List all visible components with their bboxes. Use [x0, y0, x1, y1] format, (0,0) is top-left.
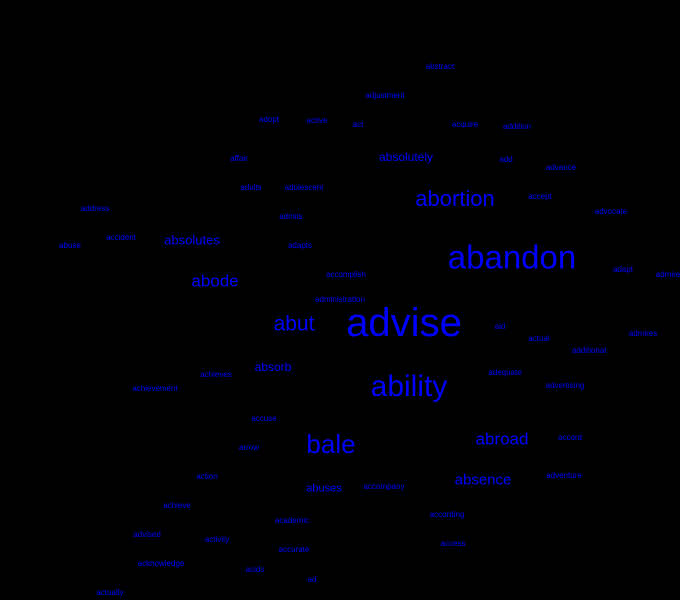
cloud-word: affair: [230, 154, 248, 163]
cloud-word: additional: [571, 346, 607, 355]
cloud-word: ad: [307, 575, 317, 584]
cloud-word: absence: [454, 471, 512, 489]
cloud-word: achieve: [163, 501, 191, 510]
cloud-word: absorb: [254, 360, 292, 374]
cloud-word: adapts: [287, 241, 313, 250]
cloud-word: address: [80, 204, 110, 213]
cloud-word: accomplish: [325, 270, 367, 279]
cloud-word: advocate: [594, 207, 628, 216]
cloud-word: administration: [315, 295, 365, 304]
cloud-word: abandon: [447, 238, 577, 276]
cloud-word: accident: [106, 233, 136, 242]
cloud-word: aid: [494, 322, 506, 331]
cloud-word: abstract: [425, 62, 455, 71]
cloud-word: adolescent: [284, 183, 324, 192]
cloud-word: advised: [133, 530, 161, 539]
cloud-word: adventure: [546, 471, 582, 480]
cloud-word: absolutely: [378, 150, 434, 164]
cloud-word: activity: [204, 535, 230, 544]
cloud-word: advance: [545, 163, 577, 172]
cloud-word: abuses: [306, 482, 342, 495]
cloud-word: accompany: [363, 482, 405, 491]
cloud-word: abut: [273, 312, 315, 336]
cloud-word: acquire: [451, 120, 479, 129]
cloud-word: acknowledge: [137, 559, 185, 568]
cloud-word: bale: [306, 429, 356, 459]
cloud-word: accurate: [278, 545, 310, 554]
cloud-word: according: [429, 510, 465, 519]
cloud-word: adults: [240, 183, 262, 192]
cloud-word: accept: [528, 192, 552, 201]
cloud-word: abode: [191, 271, 239, 291]
cloud-word: actual: [528, 334, 550, 343]
cloud-word: adopt: [258, 115, 280, 124]
cloud-word: admire: [655, 270, 680, 279]
cloud-word: advise: [346, 301, 462, 345]
cloud-word: admits: [279, 212, 303, 221]
cloud-word: add: [499, 155, 513, 164]
cloud-word: adequate: [488, 368, 522, 377]
cloud-word: adapt: [612, 265, 634, 274]
cloud-word: abuse: [59, 241, 81, 250]
cloud-word: action: [196, 472, 218, 481]
cloud-word: abortion: [415, 186, 495, 211]
cloud-word: acids: [245, 565, 265, 574]
cloud-word: absolutes: [164, 232, 220, 248]
cloud-word: achieves: [200, 370, 232, 379]
cloud-word: access: [440, 539, 466, 548]
cloud-word: academic: [274, 516, 310, 525]
cloud-word: addition: [502, 122, 532, 131]
cloud-word: achievement: [132, 384, 178, 393]
cloud-word: actually: [96, 588, 124, 597]
cloud-word: advertising: [545, 381, 585, 390]
cloud-word: accord: [557, 433, 583, 442]
cloud-word: adjustment: [365, 91, 405, 100]
cloud-word: active: [306, 116, 328, 125]
cloud-word: accuse: [251, 414, 277, 423]
cloud-word: arrow: [238, 443, 260, 452]
cloud-word: admires: [628, 329, 658, 338]
cloud-word: act: [352, 120, 364, 129]
cloud-word: abroad: [475, 429, 529, 449]
cloud-word: ability: [370, 370, 448, 403]
